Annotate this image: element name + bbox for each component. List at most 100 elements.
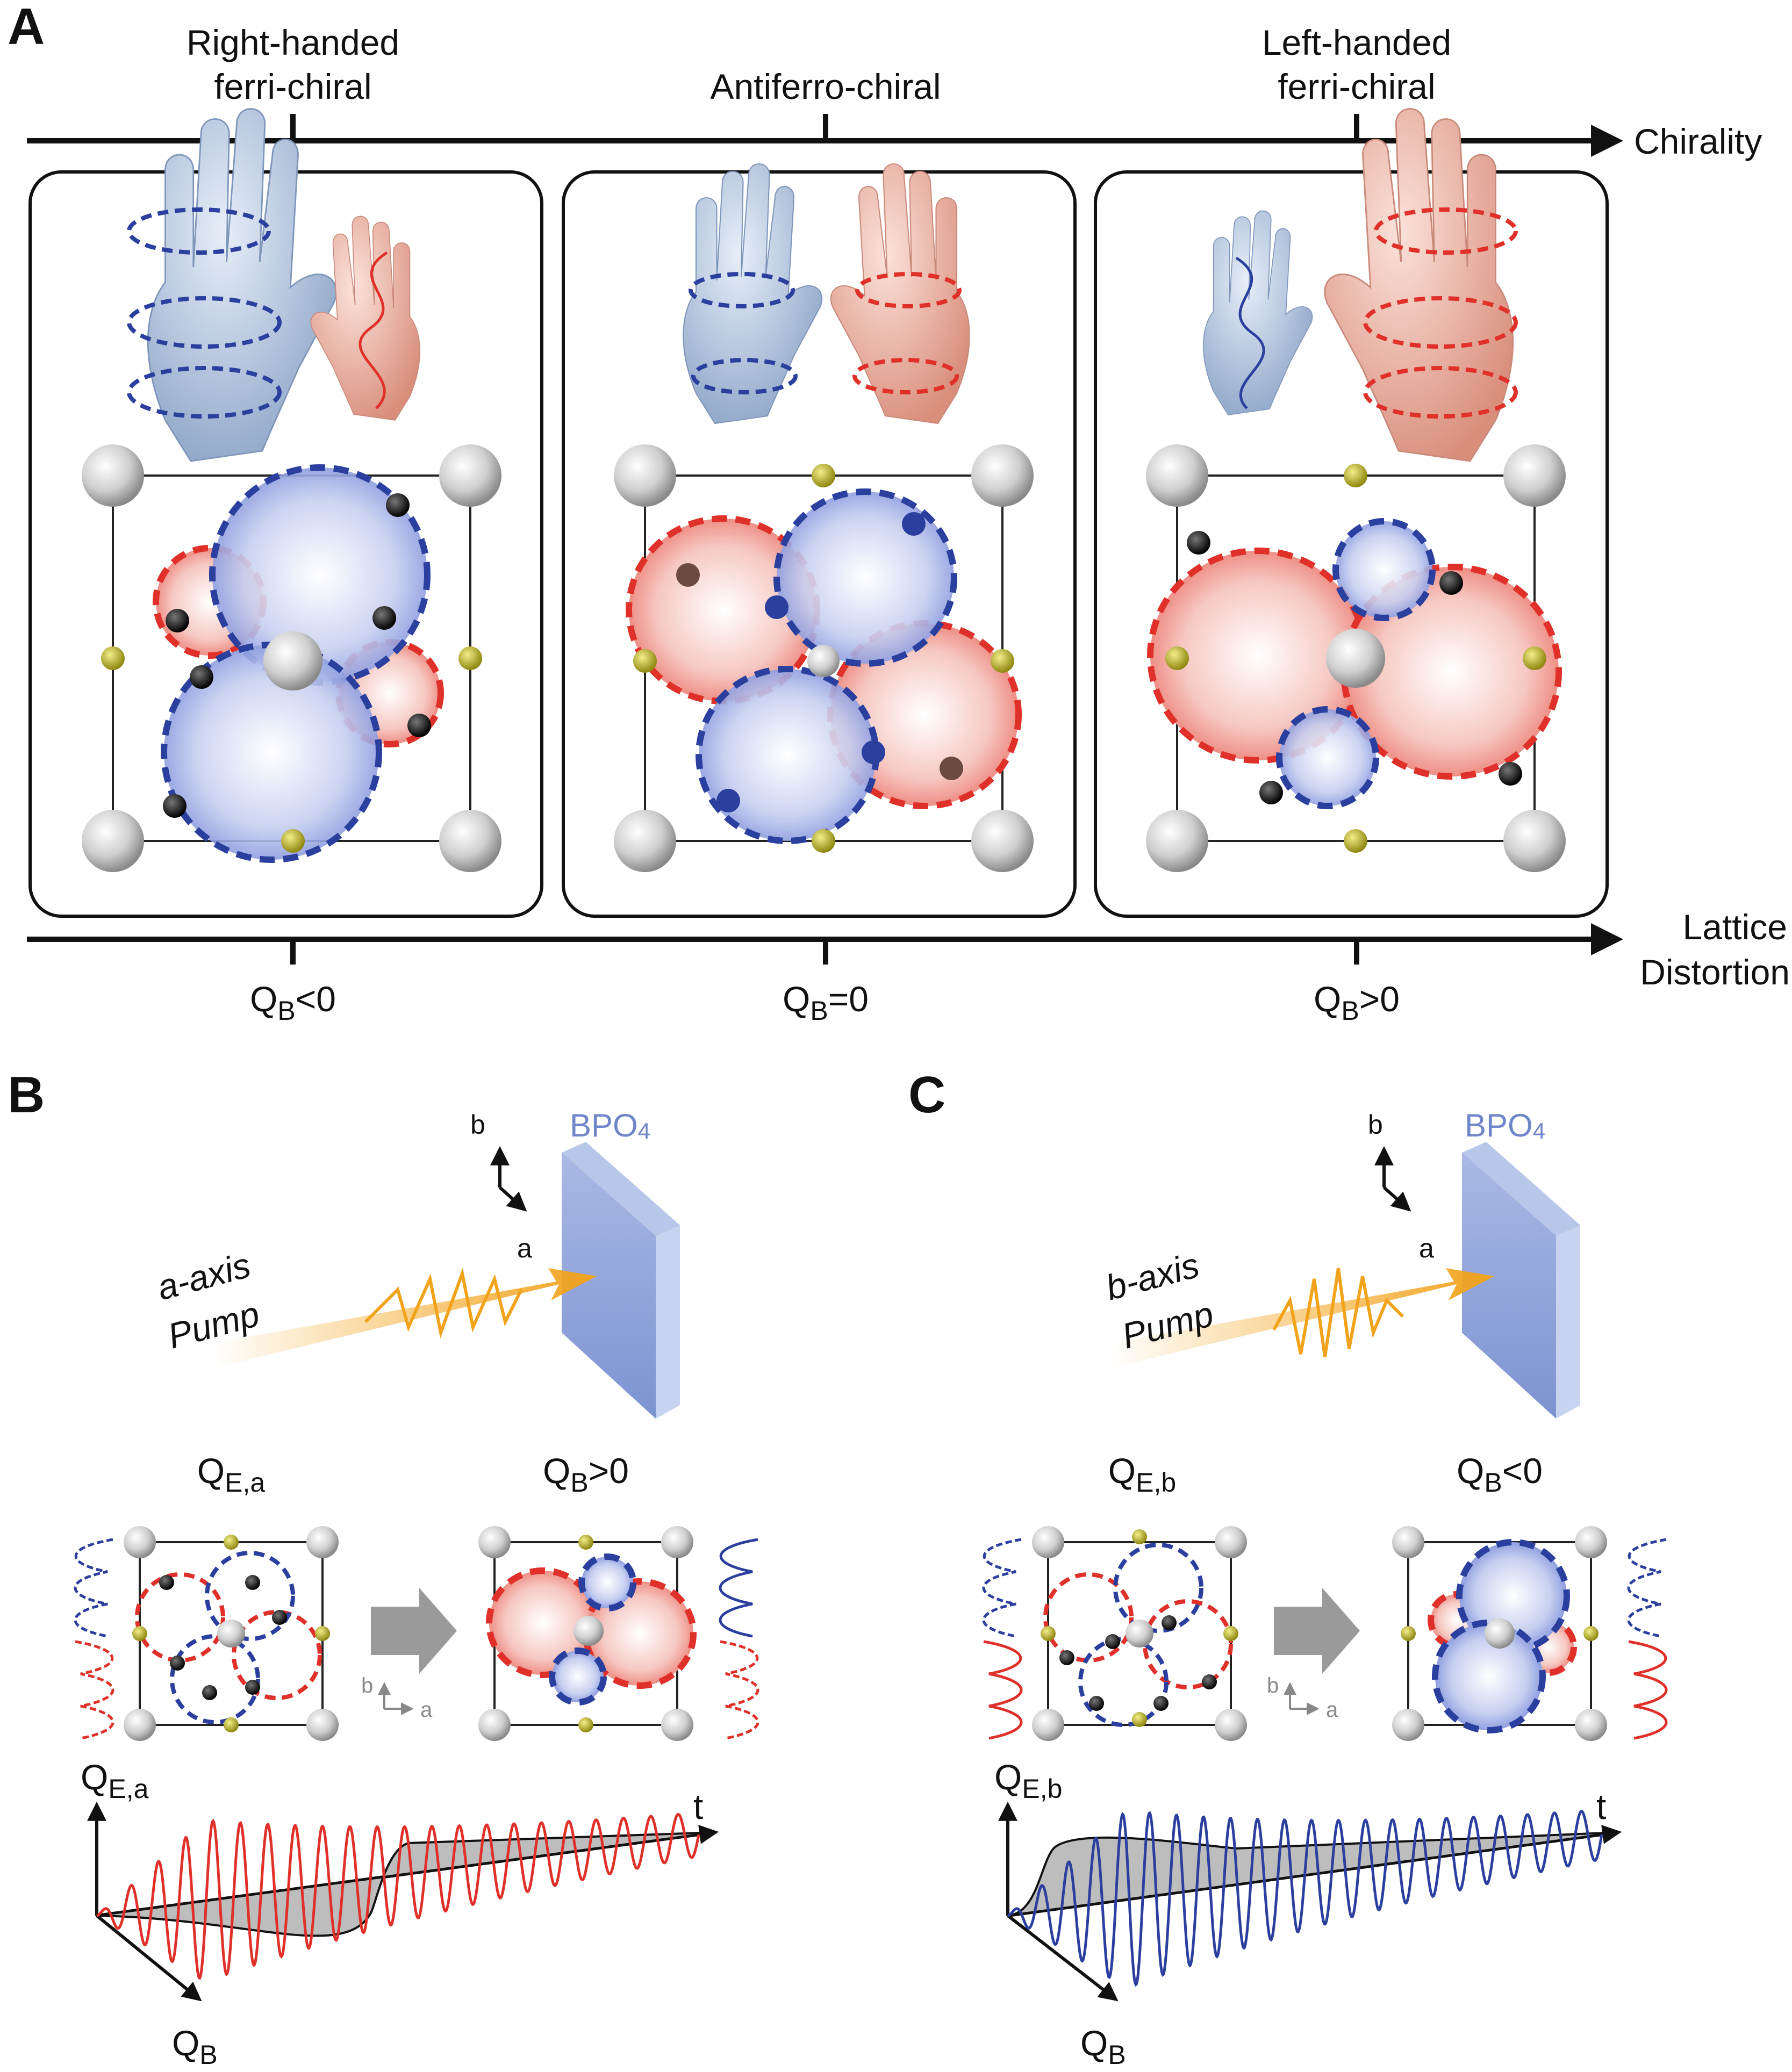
black-atom bbox=[190, 665, 213, 689]
side-wave-red bbox=[75, 1640, 114, 1740]
panel-c-right-cell bbox=[1392, 1526, 1607, 1741]
yellow-atom bbox=[1223, 1626, 1238, 1641]
pump-label-line1: b-axis bbox=[1101, 1244, 1203, 1307]
lattice-axis-label-line2: Distortion bbox=[1640, 952, 1790, 992]
corner-atom bbox=[478, 1526, 511, 1558]
pump-beam bbox=[1110, 1268, 1494, 1368]
yellow-atom bbox=[224, 1535, 239, 1550]
panel-b-right-cell bbox=[478, 1526, 697, 1741]
blue-helix-loop bbox=[127, 366, 282, 419]
yellow-atom bbox=[224, 1717, 239, 1732]
panel-b-left-cell bbox=[124, 1526, 339, 1741]
qb-label-1: QB<0 bbox=[250, 979, 336, 1026]
corner-atom bbox=[1503, 810, 1566, 872]
black-atom bbox=[372, 606, 396, 630]
state-1-title-line1: Right-handed bbox=[187, 23, 399, 62]
black-atom bbox=[1259, 781, 1283, 804]
qb-response-area bbox=[96, 1831, 715, 1937]
inset-axis-a: a bbox=[420, 1698, 433, 1722]
yellow-atom bbox=[991, 649, 1014, 673]
state-1-hands bbox=[127, 108, 420, 462]
black-atom bbox=[1187, 531, 1210, 555]
panel-a-letter: A bbox=[8, 0, 45, 55]
corner-atom bbox=[1575, 1709, 1607, 1741]
qb-response-area bbox=[1007, 1831, 1618, 1917]
yellow-atom bbox=[1344, 464, 1367, 487]
yellow-atom bbox=[458, 646, 482, 670]
plot-y-label: QE,b bbox=[994, 1757, 1062, 1804]
center-atom bbox=[217, 1620, 245, 1647]
corner-atom bbox=[971, 444, 1034, 507]
state-1-title-line2: ferri-chiral bbox=[214, 67, 371, 106]
panel-a: A Chirality Right-handed ferri-chiral An… bbox=[8, 0, 1790, 1026]
state-1-box bbox=[28, 108, 543, 918]
red-hand-icon bbox=[830, 163, 970, 425]
yellow-atom bbox=[1132, 1712, 1147, 1727]
panel-c-axes-indicator: b a bbox=[1368, 1110, 1434, 1263]
brown-atom bbox=[676, 563, 700, 587]
corner-atom bbox=[661, 1709, 693, 1741]
yellow-atom bbox=[812, 829, 835, 853]
lattice-axis-arrowhead bbox=[1591, 923, 1623, 955]
side-wave-blue bbox=[1627, 1538, 1667, 1638]
corner-atom bbox=[124, 1526, 156, 1558]
corner-atom bbox=[82, 444, 144, 507]
blue-domain bbox=[578, 1553, 636, 1611]
panel-b-left-title: QE,a bbox=[197, 1451, 266, 1498]
chirality-axis-arrowhead bbox=[1591, 125, 1623, 157]
black-atom bbox=[1153, 1696, 1169, 1711]
corner-atom bbox=[1032, 1526, 1064, 1558]
red-domain-outline bbox=[135, 1572, 225, 1663]
plot-qb-axis bbox=[1007, 1914, 1119, 2002]
yellow-atom bbox=[812, 464, 835, 487]
plot-t-label: t bbox=[693, 1787, 703, 1826]
yellow-atom bbox=[578, 1717, 593, 1732]
black-atom bbox=[407, 714, 431, 737]
state-2-title: Antiferro-chiral bbox=[710, 67, 941, 106]
crystal-slab bbox=[562, 1142, 680, 1419]
plot-qb-label: QB bbox=[1080, 2023, 1126, 2070]
red-helix-loop bbox=[1363, 296, 1518, 349]
blue-domain-outline bbox=[1113, 1543, 1203, 1633]
black-atom bbox=[1162, 1615, 1177, 1630]
yellow-atom bbox=[1344, 829, 1367, 853]
corner-atom bbox=[1503, 444, 1566, 507]
blue-domain bbox=[1332, 518, 1436, 621]
state-1-unit-cell bbox=[82, 444, 501, 872]
lattice-axis-label-line1: Lattice bbox=[1683, 907, 1787, 947]
state-3-hands bbox=[1203, 108, 1518, 462]
center-atom bbox=[1126, 1620, 1153, 1647]
panel-b-letter: B bbox=[8, 1066, 45, 1124]
qe-oscillation bbox=[96, 1813, 700, 1980]
corner-atom bbox=[661, 1526, 693, 1558]
red-helix-loop bbox=[855, 272, 962, 308]
blue-domain bbox=[696, 666, 879, 844]
axis-b-label: b bbox=[1368, 1110, 1383, 1140]
state-2-frame bbox=[562, 170, 1077, 918]
corner-atom bbox=[306, 1526, 339, 1558]
corner-atom bbox=[1392, 1526, 1424, 1558]
black-atom bbox=[245, 1680, 260, 1695]
state-3-title-line1: Left-handed bbox=[1262, 23, 1451, 62]
transition-arrow-icon bbox=[1274, 1588, 1360, 1674]
blue-atom bbox=[862, 740, 885, 764]
panel-b: B b a BPO4 a-axis Pump QE,a QB>0 bbox=[8, 1066, 759, 2070]
center-atom bbox=[263, 631, 322, 690]
state-2-hands bbox=[683, 163, 970, 425]
corner-atom bbox=[124, 1709, 156, 1741]
pump-pulse bbox=[364, 1267, 523, 1339]
black-atom bbox=[170, 1656, 185, 1671]
corner-atom bbox=[306, 1709, 339, 1741]
blue-domain bbox=[1276, 706, 1379, 809]
yellow-atom bbox=[1165, 646, 1189, 670]
state-3-unit-cell bbox=[1146, 444, 1566, 872]
yellow-atom bbox=[1523, 646, 1546, 670]
corner-atom bbox=[1032, 1709, 1064, 1741]
crystal-label: BPO4 bbox=[1465, 1107, 1545, 1143]
large-blue-hand-icon bbox=[147, 108, 337, 462]
corner-atom bbox=[439, 810, 501, 872]
black-atom bbox=[245, 1575, 260, 1590]
corner-atom bbox=[1215, 1526, 1247, 1558]
corner-atom bbox=[82, 810, 144, 872]
red-domain-outline bbox=[1043, 1572, 1134, 1663]
